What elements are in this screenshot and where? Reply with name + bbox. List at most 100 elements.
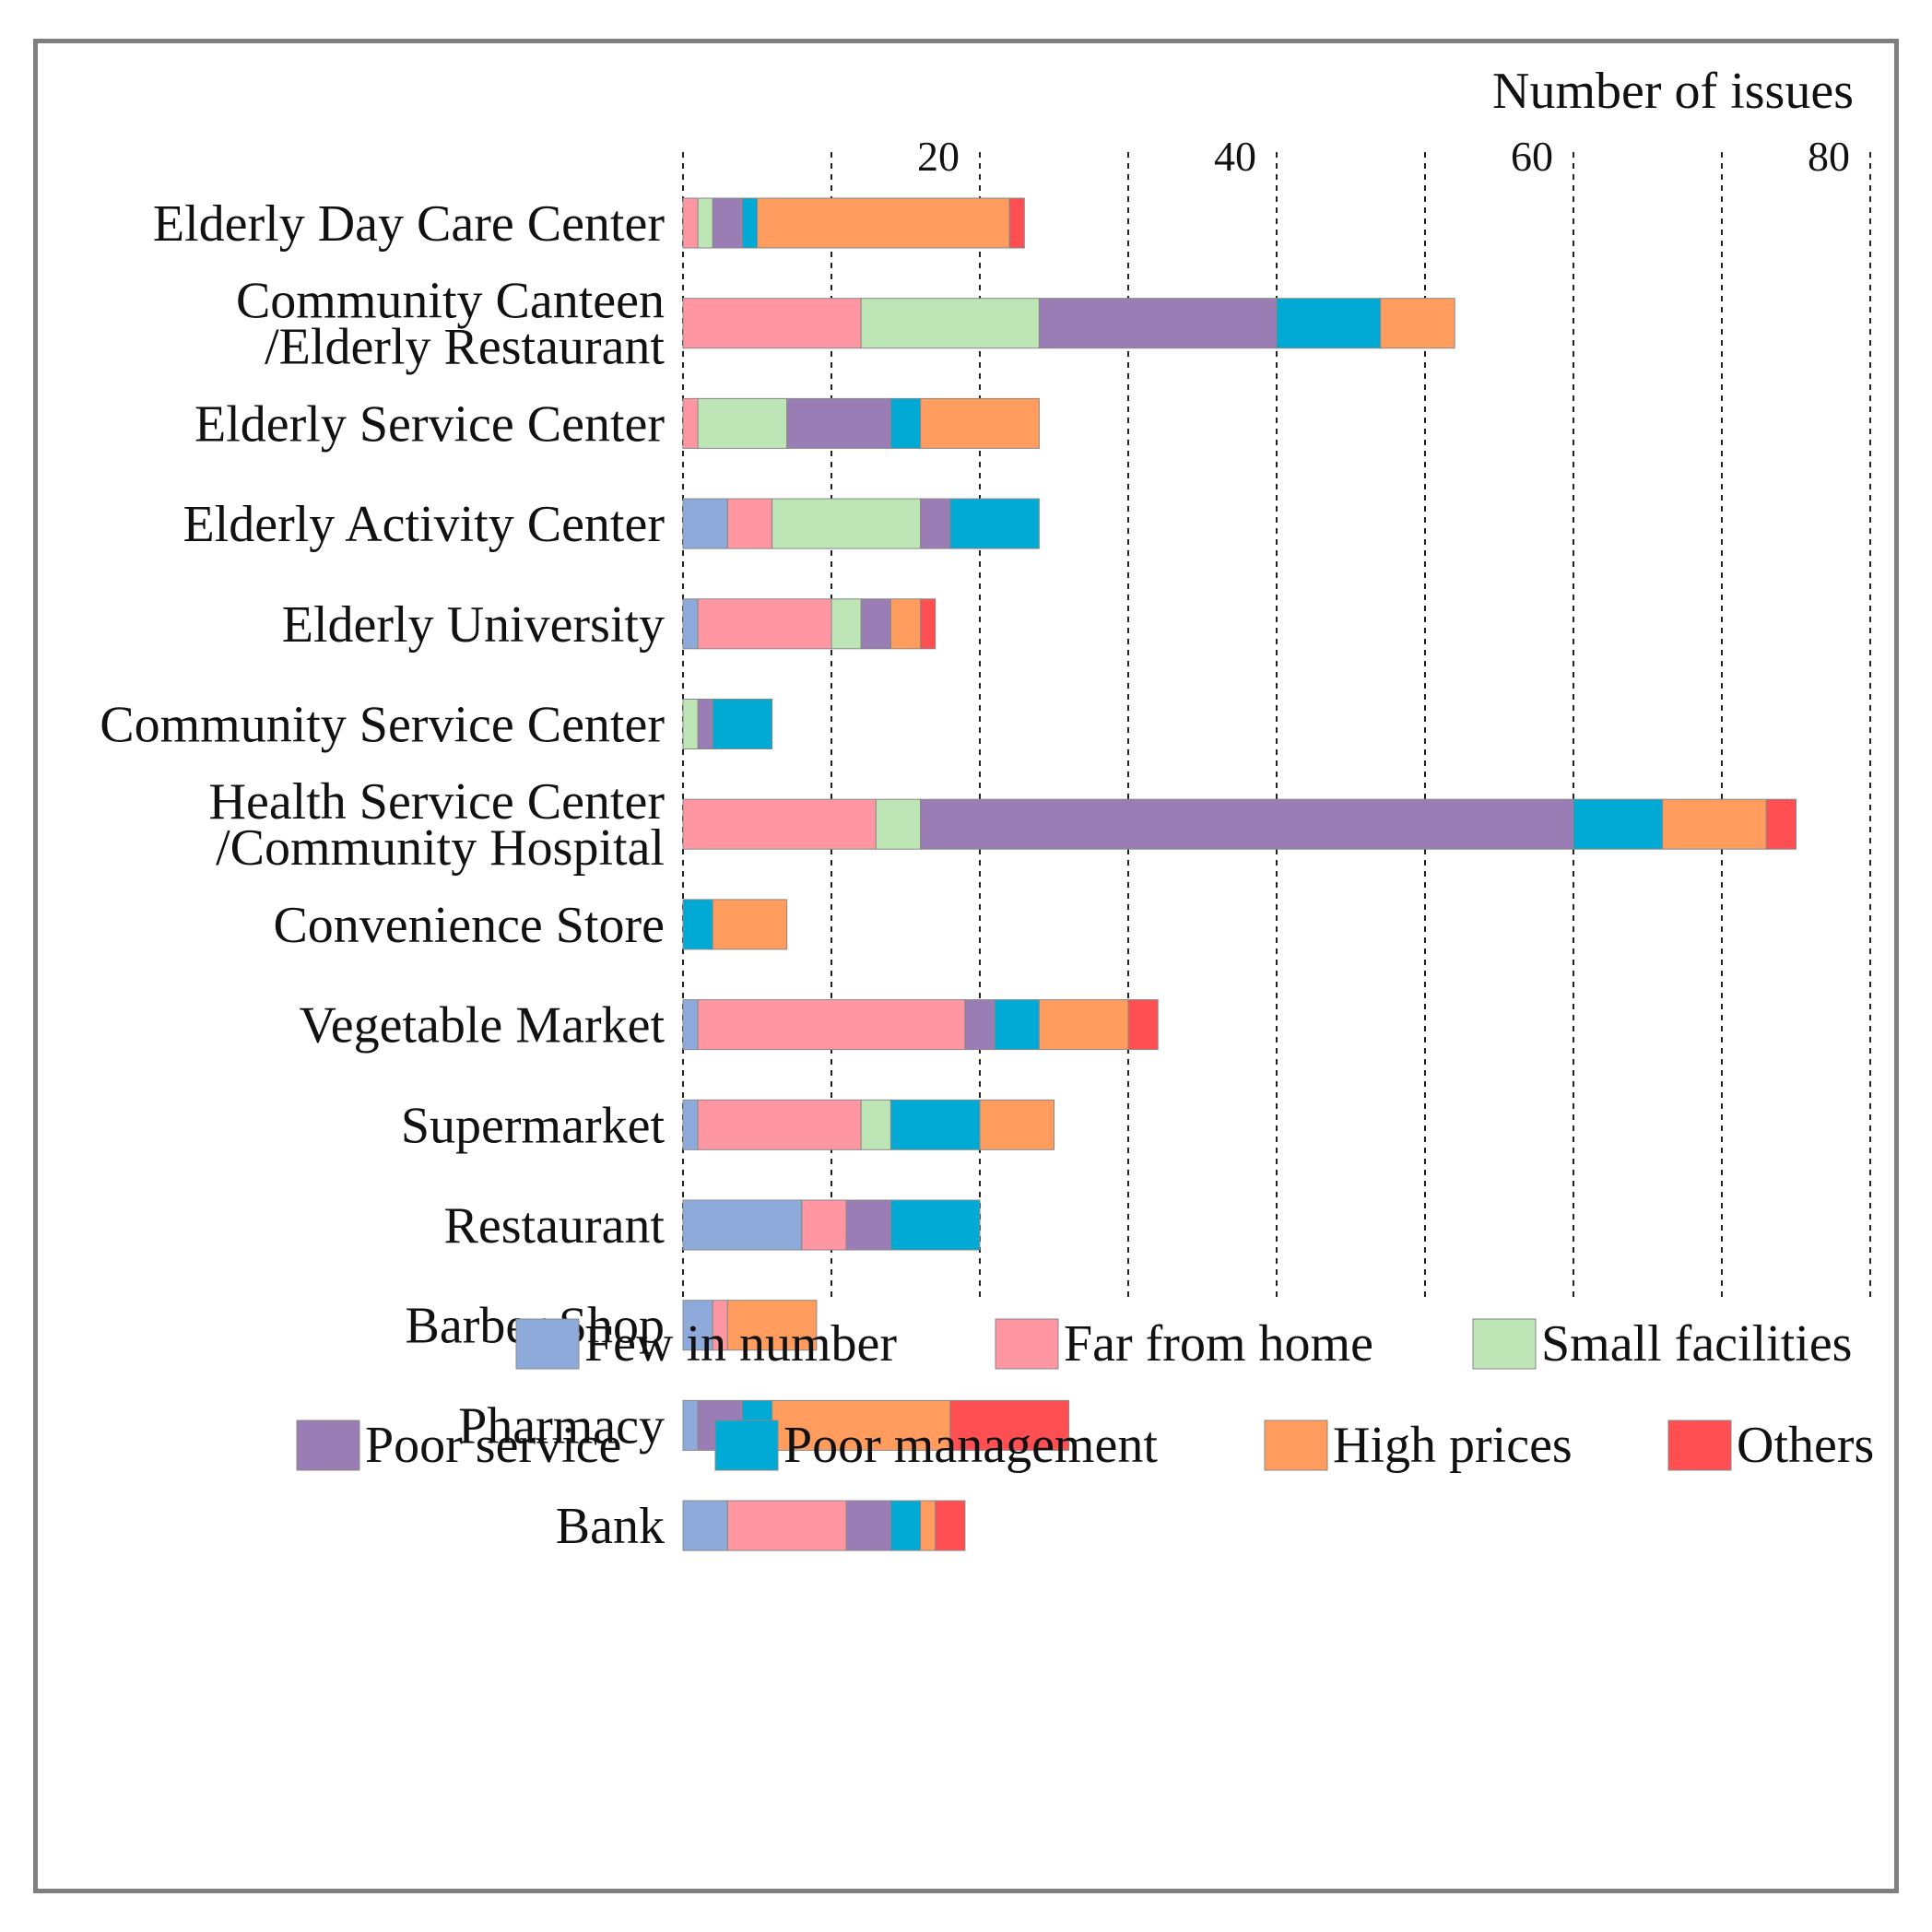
legend-swatch: [714, 1420, 779, 1471]
bar-segment: [786, 397, 891, 449]
category-label: Vegetable Market: [300, 997, 666, 1054]
bar-segment: [860, 298, 1040, 349]
bar-segment: [682, 999, 699, 1051]
bar-segment: [1038, 298, 1278, 349]
bar-segment: [682, 699, 699, 749]
chart-frame: Number of issues 20 40 60 80 Elderly Day Ca…: [33, 39, 1899, 1893]
legend-item: Poor service: [296, 1417, 621, 1474]
bar-segment: [726, 498, 773, 549]
bar-segment: [741, 197, 759, 249]
legend-swatch: [1264, 1420, 1328, 1471]
category-labels: Elderly Day Care Center Community Canteen…: [100, 195, 665, 1555]
bar-segment: [712, 197, 743, 249]
category-label: Elderly Activity Center: [183, 496, 665, 553]
bar-segment: [949, 498, 1040, 549]
bar-segment: [875, 798, 922, 850]
bar-segment: [682, 1399, 699, 1451]
category-label: Elderly Service Center: [194, 395, 665, 453]
x-tick-label-40: 40: [1214, 133, 1256, 180]
bar-segment: [682, 1099, 699, 1150]
legend-label: Far from home: [1064, 1315, 1373, 1372]
legend-item: Small facilities: [1472, 1315, 1852, 1372]
bar-segment: [831, 598, 862, 650]
bar-segment: [964, 999, 995, 1051]
bar-segment: [682, 397, 699, 449]
bar-segment: [1127, 999, 1159, 1051]
category-label: Health Service Center/Community Hospital: [209, 773, 666, 877]
bar-segment: [697, 598, 832, 650]
category-label: Bank: [556, 1498, 665, 1555]
bar-segment: [697, 397, 788, 449]
bar-segment: [682, 899, 713, 950]
legend-swatch: [515, 1318, 580, 1370]
legend-label: Small facilities: [1541, 1315, 1852, 1372]
bar-segment: [712, 899, 788, 950]
legend-label: Poor service: [365, 1417, 621, 1474]
bar-segment: [682, 598, 699, 650]
x-axis-title: Number of issues: [1492, 63, 1854, 120]
bar-segment: [682, 798, 877, 850]
bar-segment: [682, 1500, 728, 1551]
bar-segment: [860, 598, 891, 650]
bar-segment: [845, 1500, 891, 1551]
bar-segment: [949, 1399, 1070, 1451]
legend-swatch: [1472, 1318, 1537, 1370]
category-label: Community Service Center: [100, 697, 665, 754]
bar-segment: [920, 498, 951, 549]
legend-label: Others: [1737, 1417, 1874, 1474]
legend-item: Others: [1667, 1417, 1874, 1474]
category-label: Supermarket: [401, 1097, 666, 1154]
bar-segment: [682, 1300, 713, 1351]
bar-segment: [712, 699, 773, 749]
bar-segment: [889, 598, 922, 650]
bar-segment: [1008, 197, 1025, 249]
bar-segment: [801, 1199, 847, 1251]
legend-item: Poor management: [714, 1417, 1158, 1474]
legend-label: High prices: [1333, 1417, 1573, 1474]
bar-segment: [682, 498, 728, 549]
legend-swatch: [1667, 1420, 1732, 1471]
legend-label: Few in number: [584, 1315, 897, 1372]
x-tick-label-20: 20: [917, 133, 960, 180]
category-label: Restaurant: [444, 1197, 666, 1255]
legend-swatch: [296, 1420, 360, 1471]
legend-swatch: [995, 1318, 1059, 1370]
bar-segment: [860, 1099, 891, 1150]
bar-segment: [682, 298, 862, 349]
bar-segment: [1380, 298, 1455, 349]
bars: [682, 197, 1797, 1551]
bar-segment: [697, 999, 966, 1051]
bar-segment: [1765, 798, 1797, 850]
bar-segment: [920, 397, 1040, 449]
bar-segment: [889, 397, 922, 449]
bar-segment: [994, 999, 1040, 1051]
bar-segment: [697, 197, 713, 249]
category-label: Community Canteen/Elderly Restaurant: [236, 273, 665, 376]
bar-segment: [920, 598, 937, 650]
legend-label: Poor management: [783, 1417, 1158, 1474]
category-label: Pharmacy: [458, 1397, 665, 1455]
category-label: Elderly Day Care Center: [153, 195, 665, 253]
bar-segment: [682, 1199, 803, 1251]
bar-segment: [920, 798, 1574, 850]
bar-segment: [889, 1099, 981, 1150]
bar-segment: [697, 699, 713, 749]
bar-segment: [889, 1500, 922, 1551]
x-tick-label-60: 60: [1511, 133, 1553, 180]
bar-segment: [726, 1300, 818, 1351]
bar-segment: [920, 1500, 937, 1551]
bar-segment: [1038, 999, 1129, 1051]
bar-segment: [935, 1500, 966, 1551]
bar-segment: [726, 1500, 847, 1551]
bar-segment: [845, 1199, 891, 1251]
bar-segment: [772, 498, 922, 549]
stacked-bar-chart: Number of issues 20 40 60 80 Elderly Day Ca…: [100, 63, 1874, 1555]
bar-segment: [1662, 798, 1767, 850]
bar-segment: [697, 1099, 862, 1150]
bar-segment: [1276, 298, 1382, 349]
legend-item: High prices: [1264, 1417, 1573, 1474]
x-tick-label-80: 80: [1808, 133, 1850, 180]
legend-item: Few in number: [515, 1315, 897, 1372]
category-label: Elderly University: [282, 596, 665, 654]
bar-segment: [682, 197, 699, 249]
